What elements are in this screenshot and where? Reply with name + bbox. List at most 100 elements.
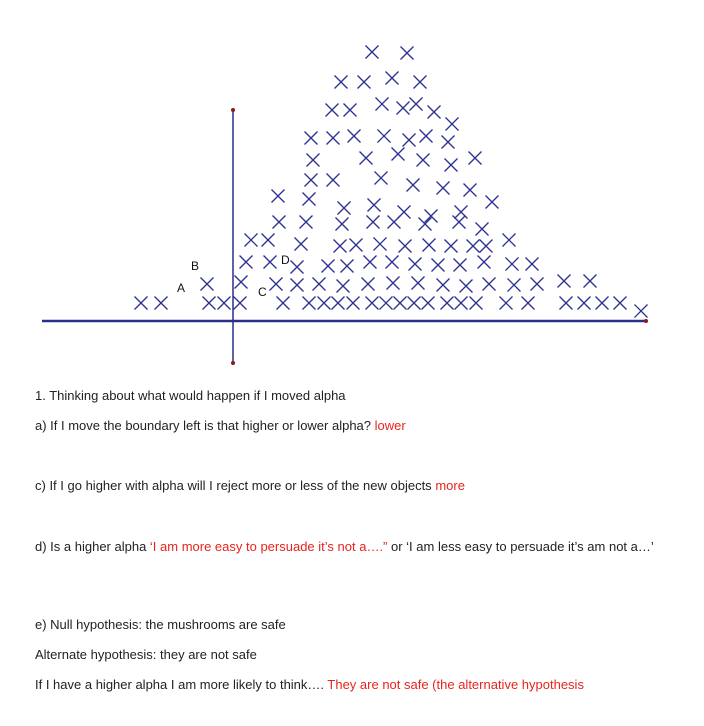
cross-marker xyxy=(431,258,445,272)
cross-marker xyxy=(373,237,387,251)
cross-marker xyxy=(363,255,377,269)
cross-marker xyxy=(200,277,214,291)
cross-marker xyxy=(440,296,454,310)
cross-marker xyxy=(385,71,399,85)
cross-marker xyxy=(595,296,609,310)
cross-marker xyxy=(479,239,493,253)
cross-marker xyxy=(402,133,416,147)
cross-marker xyxy=(333,239,347,253)
cross-marker xyxy=(202,296,216,310)
null-hypothesis-text: e) Null hypothesis: the mushrooms are sa… xyxy=(35,617,286,632)
cross-marker xyxy=(416,153,430,167)
cross-marker xyxy=(347,129,361,143)
cross-marker xyxy=(302,192,316,206)
null-hypothesis-line: e) Null hypothesis: the mushrooms are sa… xyxy=(35,617,286,632)
cross-marker xyxy=(335,217,349,231)
cross-marker xyxy=(400,46,414,60)
cross-marker xyxy=(294,237,308,251)
cross-marker xyxy=(375,97,389,111)
cross-marker xyxy=(244,233,258,247)
cross-marker xyxy=(325,103,339,117)
cross-marker xyxy=(452,215,466,229)
cross-marker xyxy=(343,103,357,117)
question-a-line: a) If I move the boundary left is that h… xyxy=(35,418,406,433)
cross-marker xyxy=(374,171,388,185)
cross-marker xyxy=(436,181,450,195)
cross-marker xyxy=(312,277,326,291)
cross-marker xyxy=(409,97,423,111)
cross-marker xyxy=(436,278,450,292)
cross-marker xyxy=(276,296,290,310)
cross-marker xyxy=(444,158,458,172)
cross-marker xyxy=(475,222,489,236)
cross-marker xyxy=(367,198,381,212)
conclusion-question-text: If I have a higher alpha I am more likel… xyxy=(35,677,328,692)
cross-marker xyxy=(306,153,320,167)
question-a-text: a) If I move the boundary left is that h… xyxy=(35,418,372,433)
cross-marker xyxy=(418,217,432,231)
label-b: B xyxy=(191,259,199,273)
cross-marker xyxy=(154,296,168,310)
cross-marker xyxy=(421,296,435,310)
cross-marker xyxy=(521,296,535,310)
cross-marker xyxy=(445,117,459,131)
cross-marker xyxy=(577,296,591,310)
answer-d-text: ‘I am more easy to persuade it’s not a….… xyxy=(149,539,388,554)
cross-marker xyxy=(299,215,313,229)
cross-marker xyxy=(366,215,380,229)
cross-marker xyxy=(233,296,247,310)
cross-marker xyxy=(386,276,400,290)
cross-marker xyxy=(357,75,371,89)
boundary-bottom-point xyxy=(231,361,235,365)
cross-marker xyxy=(444,239,458,253)
axis-end-point xyxy=(644,319,648,323)
cross-marker xyxy=(379,296,393,310)
cross-marker xyxy=(463,183,477,197)
cross-marker xyxy=(317,296,331,310)
cross-marker xyxy=(507,278,521,292)
cross-marker xyxy=(477,255,491,269)
cross-marker xyxy=(559,296,573,310)
question-c-line: c) If I go higher with alpha will I reje… xyxy=(35,478,465,493)
label-a: A xyxy=(177,281,185,295)
cross-marker xyxy=(134,296,148,310)
cross-marker xyxy=(391,147,405,161)
cross-marker xyxy=(583,274,597,288)
cross-marker xyxy=(406,178,420,192)
heading-line: 1. Thinking about what would happen if I… xyxy=(35,388,346,403)
label-d: D xyxy=(281,253,290,267)
heading-text: 1. Thinking about what would happen if I… xyxy=(35,388,346,403)
cross-marker xyxy=(453,258,467,272)
cross-marker xyxy=(485,195,499,209)
cross-marker xyxy=(466,239,480,253)
cross-marker xyxy=(482,277,496,291)
cross-marker xyxy=(413,75,427,89)
cross-marker xyxy=(302,296,316,310)
cross-marker xyxy=(499,296,513,310)
cross-marker xyxy=(331,296,345,310)
cross-marker xyxy=(234,275,248,289)
cross-marker xyxy=(272,215,286,229)
cross-marker xyxy=(326,173,340,187)
cross-marker xyxy=(337,201,351,215)
cross-marker xyxy=(217,296,231,310)
cross-marker xyxy=(459,279,473,293)
cross-marker xyxy=(349,238,363,252)
cross-marker xyxy=(393,296,407,310)
cross-marker xyxy=(468,151,482,165)
cross-marker xyxy=(359,151,373,165)
cross-marker xyxy=(269,277,283,291)
cross-marker xyxy=(419,129,433,143)
boundary-top-point xyxy=(231,108,235,112)
cross-marker xyxy=(454,296,468,310)
alternate-hypothesis-line: Alternate hypothesis: they are not safe xyxy=(35,647,257,662)
cross-marker xyxy=(326,131,340,145)
cross-marker xyxy=(407,296,421,310)
answer-c-text: more xyxy=(435,478,465,493)
cross-marker xyxy=(411,276,425,290)
cross-marker xyxy=(239,255,253,269)
cross-marker xyxy=(385,255,399,269)
cross-marker xyxy=(454,205,468,219)
cross-marker xyxy=(365,45,379,59)
cross-marker xyxy=(321,259,335,273)
